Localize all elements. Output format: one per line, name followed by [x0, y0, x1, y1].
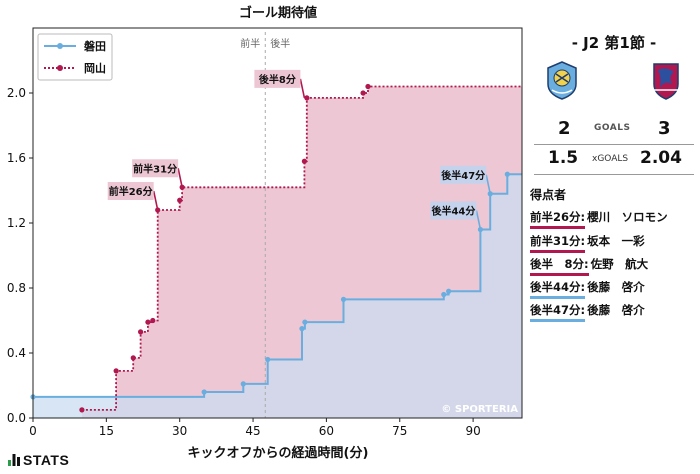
second-half-label: 後半 [270, 37, 290, 50]
annotation-leader [299, 78, 306, 99]
scorer-time: 前半31分: [530, 233, 586, 253]
data-point [360, 90, 366, 96]
data-point [365, 83, 371, 90]
data-point [113, 368, 119, 374]
scorer-row: 後半44分: 後藤 啓介 [530, 279, 645, 299]
annotation-box [254, 69, 301, 88]
divider [534, 174, 694, 175]
scorer-row: 前半31分: 坂本 一彩 [530, 233, 645, 253]
annotation-leader [475, 210, 482, 230]
goals-label: GOALS [594, 123, 631, 133]
series-area-0 [33, 174, 522, 418]
round-title: - J2 第1節 - [571, 34, 657, 52]
x-tick-label: 30 [172, 424, 187, 438]
chart-title: ゴール期待値 [239, 5, 317, 21]
y-tick-label: 0.4 [7, 346, 26, 360]
scorer-time: 前半26分: [530, 209, 586, 229]
scorer-name: 櫻川 ソロモン [587, 210, 668, 224]
legend-label: 岡山 [84, 61, 106, 75]
x-tick-label: 60 [319, 424, 334, 438]
scorer-time: 後半44分: [530, 279, 586, 299]
home-xg: 1.5 [548, 148, 579, 168]
annotation-leader [485, 174, 491, 194]
annotation-box [430, 201, 477, 220]
data-point [265, 356, 271, 363]
annotation-leader [152, 190, 159, 211]
legend-marker [57, 43, 63, 49]
stats-bars-icon [8, 454, 20, 466]
scorer-row: 後半 8分: 佐野 航大 [530, 256, 648, 276]
data-point [504, 171, 510, 177]
data-point [130, 355, 136, 361]
data-point [301, 158, 307, 164]
data-point [302, 319, 308, 325]
scorer-time: 後半 8分: [530, 256, 589, 276]
x-tick-label: 0 [29, 424, 37, 438]
stats-brand: STATS [23, 452, 70, 468]
data-point [150, 317, 156, 324]
data-point [79, 407, 85, 413]
data-point [299, 326, 305, 332]
stats-logo: STATS [8, 452, 69, 468]
annotation-box [132, 159, 179, 178]
annotation-box [107, 182, 154, 200]
y-tick-label: 2.0 [7, 86, 26, 100]
first-half-label: 前半 [240, 37, 260, 50]
data-point [304, 95, 310, 101]
scorers-title: 得点者 [530, 188, 567, 202]
annotation-leader [177, 168, 183, 188]
x-tick-label: 75 [392, 424, 407, 438]
fagiano-okayama-crest-icon [653, 63, 679, 100]
goal-annotation: 前半31分 [133, 162, 177, 175]
scorer-name: 佐野 航大 [590, 257, 649, 271]
data-point [137, 329, 144, 335]
y-tick-label: 1.6 [7, 151, 26, 165]
jubilo-iwata-crest-icon [547, 61, 577, 100]
data-point [441, 291, 447, 298]
home-score: 2 [558, 118, 571, 139]
y-tick-label: 0.8 [7, 281, 26, 295]
xg-label: xGOALS [592, 154, 629, 164]
goal-annotation: 後半47分 [441, 169, 485, 182]
goal-annotation: 後半44分 [431, 205, 475, 218]
legend-marker [57, 65, 63, 71]
x-tick-label: 15 [99, 424, 114, 438]
x-tick-label: 90 [465, 424, 480, 438]
data-point [240, 381, 246, 387]
goal-annotation: 後半8分 [259, 73, 296, 86]
annotation-box [440, 165, 487, 184]
scorer-row: 後半47分: 後藤 啓介 [530, 302, 645, 322]
away-score: 3 [658, 118, 671, 139]
divider [534, 144, 694, 145]
scorer-name: 後藤 啓介 [587, 303, 645, 317]
x-axis-label: キックオフからの経過時間(分) [188, 445, 369, 461]
data-point [340, 296, 347, 302]
watermark: © SPORTERIA [441, 404, 518, 415]
data-point [177, 197, 183, 203]
away-xg: 2.04 [640, 148, 682, 168]
x-tick-label: 45 [245, 424, 260, 438]
data-point [145, 319, 151, 325]
scorer-row: 前半26分: 櫻川 ソロモン [530, 209, 668, 229]
y-tick-label: 0.0 [7, 411, 26, 425]
scorer-time: 後半47分: [530, 302, 586, 322]
data-point [201, 389, 207, 395]
match-summary-panel: - J2 第1節 - 2 GOALS 3 1.5 xGOALS 2.04 得点者… [528, 24, 700, 354]
legend-label: 磐田 [84, 39, 106, 53]
y-tick-label: 1.2 [7, 216, 26, 230]
data-point [446, 288, 452, 294]
scorer-name: 後藤 啓介 [587, 280, 645, 294]
goal-annotation: 前半26分 [109, 185, 153, 198]
scorer-name: 坂本 一彩 [587, 234, 645, 248]
